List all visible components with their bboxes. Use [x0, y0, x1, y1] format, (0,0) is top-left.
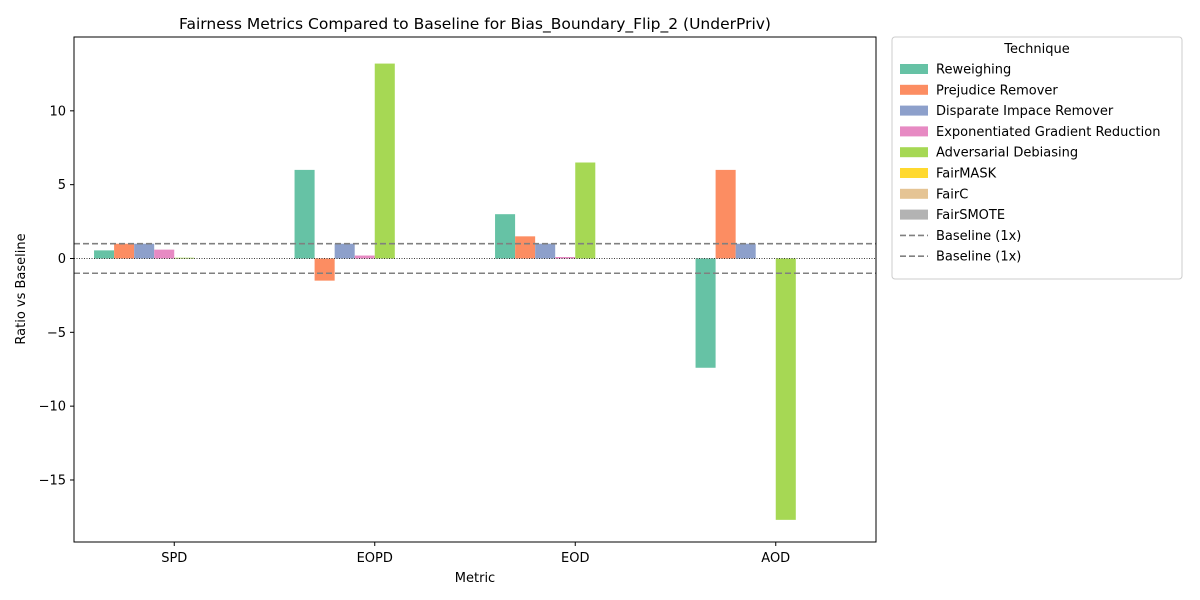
legend-label: Exponentiated Gradient Reduction	[936, 125, 1160, 140]
x-tick-label: EOD	[561, 551, 589, 566]
legend-swatch	[900, 147, 928, 158]
x-tick-label: AOD	[761, 551, 790, 566]
bar-reweighing-aod	[695, 258, 716, 368]
chart-title: Fairness Metrics Compared to Baseline fo…	[179, 15, 771, 34]
bar-adversarial-debiasing-aod	[775, 258, 796, 520]
legend-label: Reweighing	[936, 63, 1011, 78]
y-tick-label: 5	[58, 178, 66, 193]
legend-label: Disparate Impace Remover	[936, 104, 1114, 119]
bar-adversarial-debiasing-eod	[575, 162, 596, 259]
x-tick-label: SPD	[161, 551, 187, 566]
y-axis-title: Ratio vs Baseline	[14, 233, 29, 344]
legend-swatch	[900, 188, 928, 199]
bar-exponentiated-gradient-reduction-eopd	[354, 255, 375, 259]
legend-label: FairSMOTE	[936, 208, 1005, 223]
bar-prejudice-remover-aod	[715, 169, 736, 259]
y-tick-label: 10	[49, 104, 66, 119]
legend-frame	[891, 36, 1183, 280]
legend-label: FairMASK	[936, 167, 997, 182]
bar-reweighing-eod	[495, 214, 516, 259]
legend-label: FairC	[936, 187, 968, 202]
legend-swatch	[900, 105, 928, 116]
bar-adversarial-debiasing-eopd	[374, 63, 395, 259]
bar-disparate-impace-remover-eopd	[334, 243, 355, 259]
legend-swatch	[900, 126, 928, 137]
legend-swatch	[900, 168, 928, 178]
legend-label: Prejudice Remover	[936, 83, 1058, 98]
bar-reweighing-spd	[94, 250, 115, 259]
bar-reweighing-eopd	[294, 169, 315, 259]
legend-swatch	[900, 84, 928, 95]
x-axis-title: Metric	[455, 571, 495, 586]
bar-prejudice-remover-spd	[114, 243, 135, 259]
plot-area: −15 −10 −5 0 5 10 SPD EOPD EOD AOD	[39, 36, 877, 566]
legend-swatch	[900, 209, 928, 220]
x-tick-label: EOPD	[357, 551, 393, 566]
legend-title: Technique	[1003, 42, 1069, 57]
bar-prejudice-remover-eopd	[314, 258, 335, 281]
legend-swatch	[900, 64, 928, 74]
y-tick-label: −15	[39, 473, 66, 488]
legend-label: Adversarial Debiasing	[936, 146, 1078, 161]
bar-disparate-impace-remover-aod	[735, 243, 756, 259]
bar-exponentiated-gradient-reduction-eod	[555, 257, 576, 259]
y-tick-label: 0	[58, 252, 66, 267]
bar-disparate-impace-remover-spd	[134, 243, 155, 259]
y-tick-label: −5	[47, 326, 66, 341]
legend-label: Baseline (1x)	[936, 250, 1021, 265]
bar-prejudice-remover-eod	[515, 236, 536, 259]
bar-exponentiated-gradient-reduction-spd	[154, 249, 175, 259]
legend: Technique Reweighing Prejudice Remover Disp…	[891, 36, 1183, 280]
plot-frame	[73, 36, 877, 543]
y-tick-label: −10	[39, 400, 66, 415]
legend-label: Baseline (1x)	[936, 229, 1021, 244]
bar-disparate-impace-remover-eod	[535, 243, 556, 259]
